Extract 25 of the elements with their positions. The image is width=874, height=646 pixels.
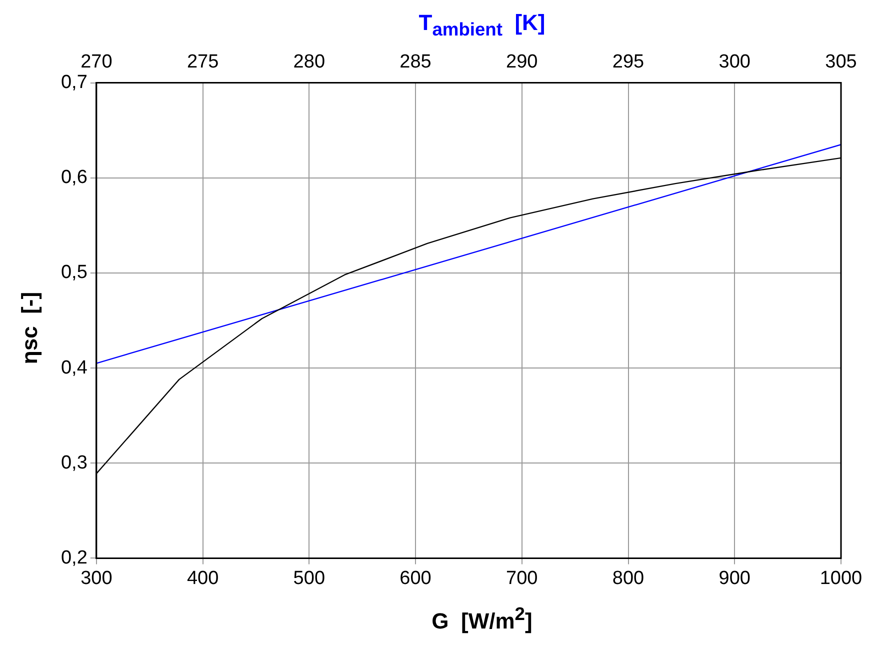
x2-tick-label: 270 (80, 52, 112, 73)
x-tick-label: 600 (400, 568, 432, 589)
y-tick-label: 0,5 (60, 262, 88, 284)
x2-tick-label: 275 (186, 52, 219, 73)
x2-tick-label: 280 (293, 52, 326, 73)
x-tick-label: 500 (293, 568, 326, 589)
x2-tick-label: 305 (825, 52, 857, 73)
x-axis-title: G [W/m$^{2}$] (430, 602, 534, 636)
x-tick-label: 800 (612, 568, 644, 589)
y-tick-label: 0,6 (60, 167, 88, 188)
y-tick-label: 0,4 (60, 357, 88, 378)
y-tick-label: 0,3 (60, 452, 88, 474)
x2-axis-title: T$_{ambient}$ [K] (418, 10, 546, 40)
x-tick-label: 300 (80, 568, 112, 589)
x2-tick-label: 285 (400, 52, 432, 73)
x-tick-label: 1000 (820, 568, 862, 589)
y-tick-label: 0,2 (60, 547, 88, 568)
x-tick-label: 700 (506, 568, 538, 589)
x-tick-label: 400 (186, 568, 219, 589)
x2-tick-label: 295 (612, 52, 644, 73)
y-tick-label: 0,7 (60, 72, 88, 94)
x2-tick-label: 290 (506, 52, 538, 73)
x2-tick-label: 300 (718, 52, 750, 73)
x-tick-label: 900 (718, 568, 750, 589)
y-axis-title: ηsc [-] (17, 292, 43, 364)
